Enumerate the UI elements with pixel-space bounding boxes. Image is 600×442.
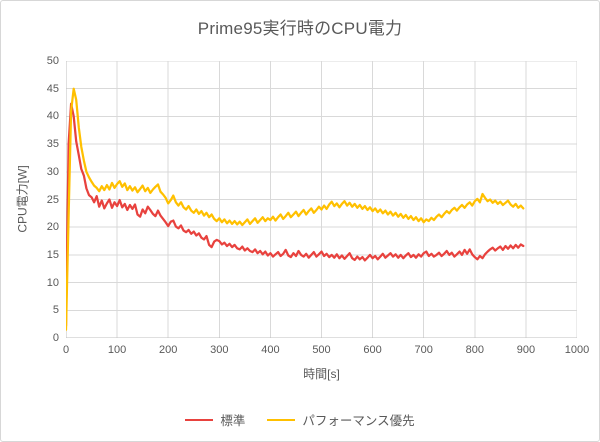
y-tick-label: 0 [52, 332, 59, 344]
x-tick-label: 500 [312, 344, 331, 356]
y-tick-label: 15 [46, 248, 59, 261]
x-tick-label: 0 [62, 344, 70, 356]
y-tick-label: 30 [46, 165, 59, 178]
legend-item-performance: パフォーマンス優先 [267, 410, 415, 429]
x-tick-label: 900 [516, 344, 536, 356]
y-tick-label: 50 [46, 55, 59, 67]
x-tick-label: 200 [159, 344, 178, 356]
x-tick-label: 600 [363, 344, 382, 356]
x-tick-label: 700 [414, 344, 433, 356]
plot-area [66, 61, 577, 338]
y-axis-title: CPU電力[W] [15, 165, 30, 233]
x-axis-title: 時間[s] [303, 367, 340, 381]
x-tick-label: 1000 [564, 344, 590, 356]
legend-label-standard: 標準 [220, 414, 246, 428]
y-tick-label: 10 [46, 276, 59, 289]
y-tick-label: 5 [52, 304, 59, 317]
y-tick-label: 40 [46, 110, 59, 123]
x-tick-label: 400 [261, 344, 280, 356]
chart-title: Prime95実行時のCPU電力 [197, 19, 403, 38]
x-tick-label: 100 [107, 344, 127, 356]
y-tick-label: 25 [46, 193, 59, 206]
y-tick-label: 45 [46, 82, 59, 95]
legend-label-performance: パフォーマンス優先 [302, 414, 415, 428]
legend-line-icon [267, 418, 296, 421]
y-tick-label: 20 [46, 221, 59, 234]
legend-line-icon [185, 418, 214, 421]
x-tick-label: 800 [465, 344, 484, 356]
y-tick-label: 35 [46, 138, 59, 151]
legend: 標準 パフォーマンス優先 [1, 410, 599, 429]
x-tick-label: 300 [210, 344, 229, 356]
legend-item-standard: 標準 [185, 410, 245, 429]
